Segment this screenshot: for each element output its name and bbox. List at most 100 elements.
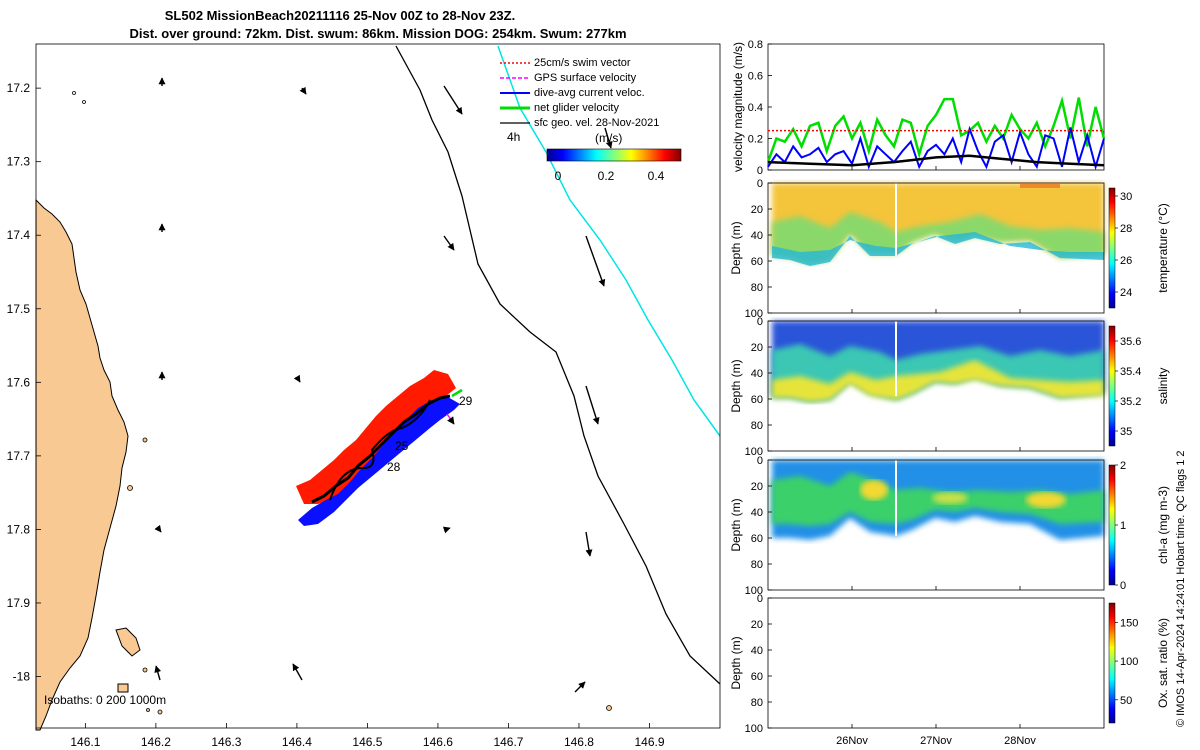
velocity-y-tick-label: 0 — [757, 165, 763, 177]
section-colorbar — [1108, 602, 1116, 724]
depth-ylabel: Depth (m) — [729, 359, 743, 412]
temperature-field — [772, 183, 1104, 262]
island — [72, 91, 76, 95]
map-x-tick-label: 146.8 — [564, 735, 594, 749]
island — [146, 708, 150, 712]
depth-tick-label: 100 — [745, 308, 763, 320]
colorbar-tick-label: 35.6 — [1120, 336, 1141, 348]
title-line-2: Dist. over ground: 72km. Dist. swum: 86k… — [129, 26, 626, 41]
isobaths-label: Isobaths: 0 200 1000m — [44, 693, 166, 707]
depth-tick-label: 0 — [757, 455, 763, 467]
temperature-panel — [767, 182, 1105, 314]
isobath-1000m — [497, 45, 721, 437]
velocity-y-axis: 0 0.2 0.4 0.6 0.8 — [748, 39, 1021, 177]
title-line-1: SL502 MissionBeach20211116 25-Nov 00Z to… — [165, 8, 515, 23]
depth-tick-label: 100 — [745, 723, 763, 735]
velocity-y-tick-label: 0.6 — [748, 71, 763, 83]
oxygen-panel — [767, 597, 1105, 729]
colorbar-tick-label: 150 — [1120, 617, 1138, 629]
legend-label: 25cm/s swim vector — [534, 57, 631, 69]
velocity-panel: 0 0.2 0.4 0.6 0.8 velocity magnitude (m/s) — [731, 39, 1106, 177]
colorbar-tick-label: 35 — [1120, 426, 1132, 438]
map-y-tick-label: 17.5 — [7, 302, 31, 316]
depth-tick-label: 0 — [757, 316, 763, 328]
depth-tick-label: 80 — [751, 420, 763, 432]
colorbar-tick-label: 1 — [1120, 520, 1126, 532]
map-x-tick-label: 146.1 — [70, 735, 100, 749]
depth-tick-label: 20 — [751, 204, 763, 216]
date-tick-label: 28Nov — [1004, 735, 1036, 747]
colorbar-tick-label: 100 — [1120, 656, 1138, 668]
island — [157, 709, 163, 715]
velocity-ylabel: velocity magnitude (m/s) — [731, 42, 745, 172]
date-tick-label: 26Nov — [836, 735, 868, 747]
depth-tick-label: 20 — [751, 342, 763, 354]
isobath-200m — [395, 45, 721, 685]
velocity-y-tick-label: 0.4 — [748, 102, 763, 114]
plot-frame — [767, 597, 1105, 729]
map-y-tick-label: 17.4 — [7, 228, 31, 242]
velocity-plot-frame — [767, 43, 1105, 171]
swim-vector-cloud — [296, 370, 456, 504]
depth-tick-label: 80 — [751, 559, 763, 571]
map-x-axis: 146.1 146.2 146.3 146.4 146.5 146.6 146.7 146.8… — [70, 723, 665, 749]
map-x-tick-label: 146.3 — [211, 735, 241, 749]
legend-label: sfc geo. vel. 28-Nov-2021 — [534, 117, 659, 129]
map-panel: 29 25 28 25cm/s swim vector GPS surface … — [7, 43, 721, 749]
map-y-tick-label: -18 — [13, 670, 31, 684]
map-y-axis: 17.2 17.3 17.4 17.5 17.6 17.7 17.8 17.9 -18 — [7, 81, 41, 684]
map-colorbar — [546, 148, 682, 162]
section-panels: 0 20 40 60 80 100 Depth (m) 0 20 40 60 80 100 Depth (… — [729, 178, 1105, 747]
depth-ylabel: Depth (m) — [729, 221, 743, 274]
colorbar-tick-label: 35.2 — [1120, 396, 1141, 408]
salinity-panel — [767, 320, 1105, 452]
velocity-series-line — [766, 96, 1106, 163]
chl-peak — [860, 480, 888, 500]
velocity-y-tick-label: 0.8 — [748, 39, 763, 51]
map-x-tick-label: 146.6 — [423, 735, 453, 749]
current-vector-cloud — [298, 396, 460, 526]
depth-ylabel: Depth (m) — [729, 636, 743, 689]
depth-tick-label: 20 — [751, 619, 763, 631]
section-colorbars: 30 28 26 24 temperature (°C) 35.6 35.4 35.2 35 sa… — [1108, 187, 1170, 724]
colorbar-tick-label: 0 — [1120, 580, 1126, 592]
depth-tick-label: 60 — [751, 671, 763, 683]
depth-tick-label: 0 — [757, 178, 763, 190]
depth-tick-label: 100 — [745, 585, 763, 597]
colorbar-tick-label: 26 — [1120, 255, 1132, 267]
island — [82, 100, 86, 104]
depth-tick-label: 0 — [757, 593, 763, 605]
map-colorbar-tick: 0.2 — [598, 169, 615, 183]
map-x-tick-label: 146.9 — [634, 735, 664, 749]
velocity-series — [766, 96, 1106, 171]
depth-tick-label: 60 — [751, 533, 763, 545]
depth-tick-label: 40 — [751, 230, 763, 242]
map-y-tick-label: 17.6 — [7, 375, 31, 389]
island — [142, 667, 148, 673]
map-x-tick-label: 146.7 — [493, 735, 523, 749]
chl-peak — [932, 492, 968, 504]
island — [142, 437, 148, 443]
depth-tick-label: 40 — [751, 645, 763, 657]
section-colorbar — [1108, 187, 1116, 309]
glider-path-loop — [329, 399, 431, 501]
colorbar-label: chl-a (mg m-3) — [1156, 486, 1170, 564]
island — [127, 485, 133, 491]
surface-geostrophic-velocity-arrows — [154, 77, 613, 693]
depth-tick-label: 60 — [751, 256, 763, 268]
colorbar-tick-label: 50 — [1120, 695, 1132, 707]
depth-tick-label: 100 — [745, 446, 763, 458]
depth-tick-label: 80 — [751, 697, 763, 709]
map-y-tick-label: 17.8 — [7, 522, 31, 536]
temperature-deep — [772, 232, 1104, 266]
map-legend: 25cm/s swim vector GPS surface velocity … — [500, 57, 659, 144]
day-label: 29 — [459, 394, 473, 408]
salinity-deep — [772, 360, 1104, 402]
island — [606, 705, 612, 711]
legend-extra: 4h — [507, 130, 520, 144]
legend-label: dive-avg current veloc. — [534, 87, 645, 99]
colorbar-tick-label: 2 — [1120, 460, 1126, 472]
map-y-tick-label: 17.9 — [7, 596, 31, 610]
map-x-tick-label: 146.5 — [352, 735, 382, 749]
